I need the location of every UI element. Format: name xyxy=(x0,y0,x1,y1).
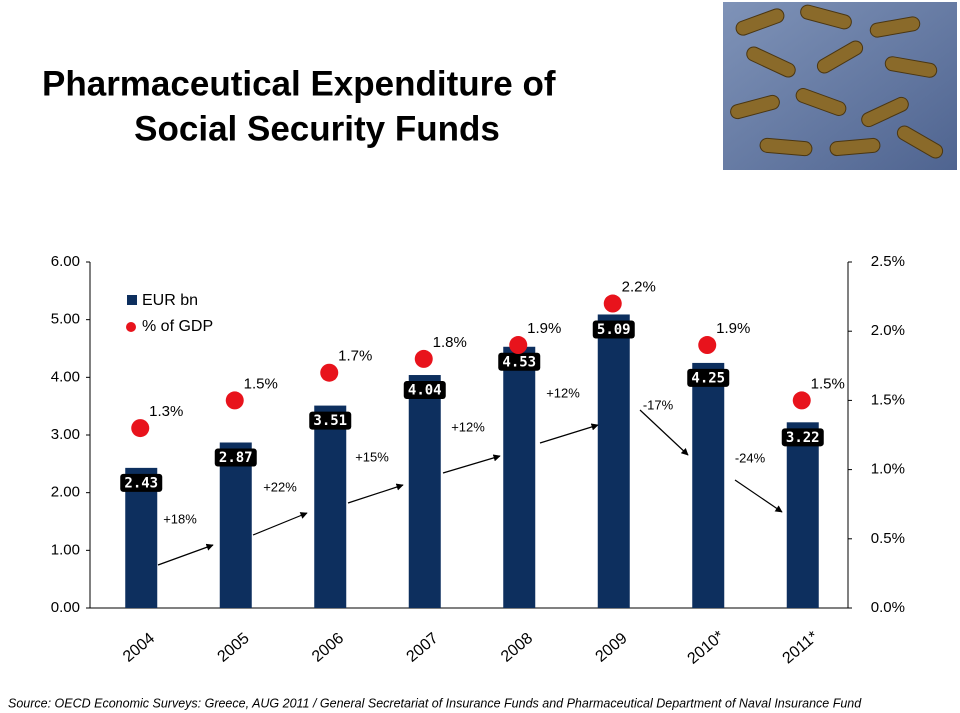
growth-label: +12% xyxy=(451,419,485,434)
x-tick-label: 2009 xyxy=(592,630,630,666)
gdp-label: 1.9% xyxy=(527,320,561,337)
x-tick-label: 2005 xyxy=(214,630,252,666)
x-tick-label: 2011* xyxy=(780,628,822,667)
gdp-label: 1.9% xyxy=(716,320,750,337)
legend-label: EUR bn xyxy=(142,292,198,309)
legend-swatch xyxy=(126,322,136,332)
y-tick-label: 2.00 xyxy=(51,484,80,501)
bar xyxy=(314,405,347,608)
y2-tick-label: 0.5% xyxy=(871,530,905,547)
growth-arrow xyxy=(442,454,501,474)
value-label-bg xyxy=(592,320,635,339)
y2-tick-label: 0.0% xyxy=(871,599,905,616)
y-tick-label: 0.00 xyxy=(51,599,80,616)
legend-swatch xyxy=(127,295,137,305)
bar xyxy=(219,442,252,608)
bar xyxy=(692,362,725,608)
value-label: 2.43 xyxy=(124,475,158,491)
growth-label: +12% xyxy=(546,385,580,400)
x-tick-label: 2010* xyxy=(685,628,728,668)
value-label: 2.87 xyxy=(219,450,253,466)
growth-arrow xyxy=(639,409,689,456)
y-tick-label: 5.00 xyxy=(51,311,80,328)
pill-photo xyxy=(723,2,957,170)
chart-title: Pharmaceutical Expenditure of xyxy=(42,64,556,103)
y-tick-label: 4.00 xyxy=(51,368,80,385)
legend-label: % of GDP xyxy=(142,318,213,335)
value-label-bg xyxy=(498,352,541,371)
gdp-dot xyxy=(131,419,150,438)
bar xyxy=(503,346,536,608)
value-label: 5.09 xyxy=(597,322,631,338)
y2-tick-label: 2.0% xyxy=(871,322,905,339)
growth-label: +22% xyxy=(263,479,297,494)
growth-label: -24% xyxy=(735,450,766,465)
bar xyxy=(597,314,630,608)
value-label-bg xyxy=(309,411,352,430)
value-label: 3.51 xyxy=(313,413,347,429)
value-label: 4.25 xyxy=(691,370,725,386)
gdp-dot xyxy=(225,391,244,410)
value-label-bg xyxy=(687,368,730,387)
growth-arrow xyxy=(734,479,783,513)
gdp-dot xyxy=(698,336,717,355)
bar xyxy=(786,422,819,608)
growth-label: +18% xyxy=(163,511,197,526)
value-label: 4.04 xyxy=(408,383,442,399)
x-tick-label: 2006 xyxy=(309,630,347,666)
x-tick-label: 2007 xyxy=(403,630,441,666)
gdp-dot xyxy=(603,294,622,313)
gdp-label: 1.5% xyxy=(811,375,845,392)
gdp-dot xyxy=(320,363,339,382)
y2-tick-label: 1.0% xyxy=(871,461,905,478)
value-label: 3.22 xyxy=(786,430,820,446)
y-tick-label: 6.00 xyxy=(51,253,80,270)
growth-label: -17% xyxy=(643,397,674,412)
y2-tick-label: 1.5% xyxy=(871,391,905,408)
y-tick-label: 3.00 xyxy=(51,426,80,443)
gdp-dot xyxy=(792,391,811,410)
y-tick-label: 1.00 xyxy=(51,541,80,558)
value-label-bg xyxy=(781,428,824,447)
gdp-label: 1.5% xyxy=(244,375,278,392)
source-note: Source: OECD Economic Surveys: Greece, A… xyxy=(8,696,862,710)
gdp-label: 1.3% xyxy=(149,403,183,420)
x-tick-label: 2004 xyxy=(120,630,158,666)
growth-arrow xyxy=(347,483,404,504)
bar xyxy=(408,375,441,608)
y2-tick-label: 2.5% xyxy=(871,253,905,270)
growth-arrow xyxy=(157,543,214,566)
value-label: 4.53 xyxy=(502,354,536,370)
gdp-label: 2.2% xyxy=(622,278,656,295)
x-tick-label: 2008 xyxy=(498,630,536,666)
value-label-bg xyxy=(403,381,446,400)
gdp-label: 1.7% xyxy=(338,348,372,365)
value-label-bg xyxy=(214,448,257,467)
chart-title: Social Security Funds xyxy=(134,109,500,148)
value-label-bg xyxy=(120,473,163,492)
gdp-dot xyxy=(509,336,528,355)
growth-arrow xyxy=(539,423,599,444)
growth-label: +15% xyxy=(355,449,389,464)
growth-arrow xyxy=(252,512,308,536)
gdp-label: 1.8% xyxy=(433,334,467,351)
gdp-dot xyxy=(414,349,433,368)
